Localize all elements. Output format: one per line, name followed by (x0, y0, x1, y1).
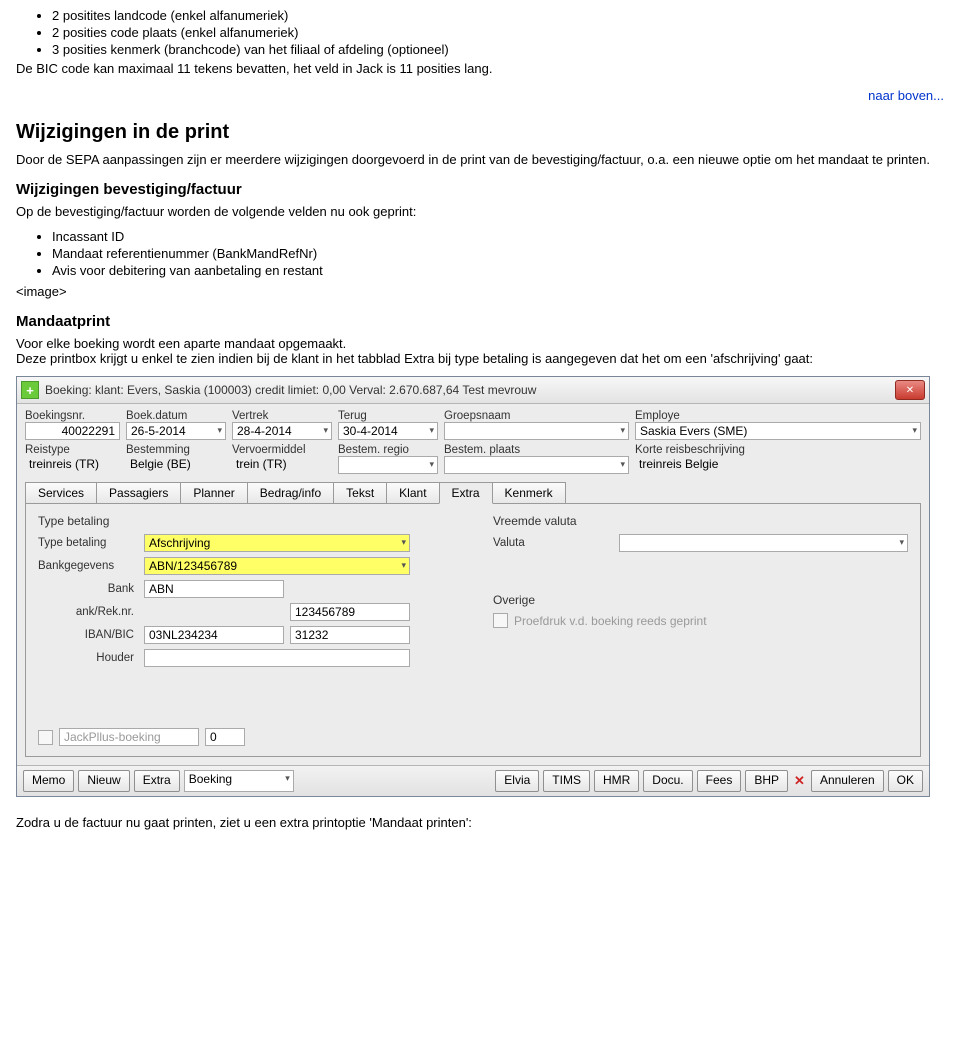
footer-bar: Memo Nieuw Extra Boeking Elvia TIMS HMR … (17, 765, 929, 796)
label-bankgegevens: Bankgegevens (38, 560, 138, 572)
tabstrip: Services Passagiers Planner Bedrag/info … (25, 482, 921, 504)
boekdatum-field[interactable]: 26-5-2014 (126, 422, 226, 440)
x-icon: ✕ (792, 773, 807, 789)
label-employe: Employe (635, 410, 921, 422)
heading-factuur: Wijzigingen bevestiging/factuur (16, 181, 944, 198)
tab-tekst[interactable]: Tekst (333, 482, 387, 504)
korte-field[interactable]: treinreis Belgie (635, 456, 921, 476)
tab-planner[interactable]: Planner (180, 482, 247, 504)
extra-button[interactable]: Extra (134, 770, 180, 792)
reknr-field[interactable]: 123456789 (290, 603, 410, 621)
valuta-field[interactable] (619, 534, 908, 552)
list-item: 2 posities code plaats (enkel alfanumeri… (52, 25, 944, 40)
naar-boven-link[interactable]: naar boven... (868, 88, 944, 103)
label-bank: Bank (38, 583, 138, 595)
intro-paragraph: De BIC code kan maximaal 11 tekens bevat… (16, 61, 944, 76)
iban2-field[interactable]: 31232 (290, 626, 410, 644)
bankgegevens-field[interactable]: ABN/123456789 (144, 557, 410, 575)
boekingsnr-field[interactable]: 40022291 (25, 422, 120, 440)
image-placeholder: <image> (16, 284, 944, 299)
tab-body: Type betaling Type betaling Afschrijving… (25, 503, 921, 757)
bank-field[interactable]: ABN (144, 580, 284, 598)
label-terug: Terug (338, 410, 438, 422)
label-type-betaling: Type betaling (38, 537, 138, 549)
employe-field[interactable]: Saskia Evers (SME) (635, 422, 921, 440)
label-bestemregio: Bestem. regio (338, 444, 438, 456)
tab-bedrag[interactable]: Bedrag/info (247, 482, 334, 504)
group-overige: Overige (493, 593, 908, 607)
add-icon[interactable]: + (21, 381, 39, 399)
annuleren-button[interactable]: Annuleren (811, 770, 884, 792)
reistype-field[interactable]: treinreis (TR) (25, 456, 120, 476)
vervoermiddel-field[interactable]: trein (TR) (232, 456, 332, 476)
boeking-dropdown[interactable]: Boeking (184, 770, 294, 792)
tab-klant[interactable]: Klant (386, 482, 439, 504)
heading-print: Wijzigingen in de print (16, 121, 944, 144)
bestemregio-field[interactable] (338, 456, 438, 474)
tab-services[interactable]: Services (25, 482, 97, 504)
label-vervoermiddel: Vervoermiddel (232, 444, 332, 456)
jackplus-value[interactable]: 0 (205, 728, 245, 746)
footer-line: Zodra u de factuur nu gaat printen, ziet… (16, 815, 944, 830)
group-vreemde: Vreemde valuta (493, 514, 908, 528)
heading-mandaat: Mandaatprint (16, 313, 944, 330)
houder-field[interactable] (144, 649, 410, 667)
titlebar: + Boeking: klant: Evers, Saskia (100003)… (17, 377, 929, 404)
tab-extra[interactable]: Extra (439, 482, 493, 504)
nieuw-button[interactable]: Nieuw (78, 770, 129, 792)
label-iban: IBAN/BIC (38, 629, 138, 641)
iban1-field[interactable]: 03NL234234 (144, 626, 284, 644)
label-boekdatum: Boek.datum (126, 410, 226, 422)
elvia-button[interactable]: Elvia (495, 770, 539, 792)
ok-button[interactable]: OK (888, 770, 923, 792)
vertrek-field[interactable]: 28-4-2014 (232, 422, 332, 440)
list-item: Avis voor debitering van aanbetaling en … (52, 263, 944, 278)
list-item: Mandaat referentienummer (BankMandRefNr) (52, 246, 944, 261)
label-boekingsnr: Boekingsnr. (25, 410, 120, 422)
label-reistype: Reistype (25, 444, 120, 456)
booking-window: + Boeking: klant: Evers, Saskia (100003)… (16, 376, 930, 797)
label-groepsnaam: Groepsnaam (444, 410, 629, 422)
window-title: Boeking: klant: Evers, Saskia (100003) c… (45, 383, 895, 397)
paragraph-factuur: Op de bevestiging/factuur worden de volg… (16, 204, 944, 219)
fees-button[interactable]: Fees (697, 770, 742, 792)
label-vertrek: Vertrek (232, 410, 332, 422)
groepsnaam-field[interactable] (444, 422, 629, 440)
terug-field[interactable]: 30-4-2014 (338, 422, 438, 440)
close-icon[interactable]: ✕ (895, 380, 925, 400)
jackplus-checkbox[interactable] (38, 730, 53, 745)
hmr-button[interactable]: HMR (594, 770, 639, 792)
label-proefdruk: Proefdruk v.d. boeking reeds geprint (514, 614, 707, 628)
label-bestemplaats: Bestem. plaats (444, 444, 629, 456)
factuur-bullets: Incassant ID Mandaat referentienummer (B… (52, 229, 944, 278)
bestemming-field[interactable]: Belgie (BE) (126, 456, 226, 476)
paragraph-mandaat1: Voor elke boeking wordt een aparte manda… (16, 336, 944, 351)
bhp-button[interactable]: BHP (745, 770, 788, 792)
paragraph-mandaat2: Deze printbox krijgt u enkel te zien ind… (16, 351, 944, 366)
tab-passagiers[interactable]: Passagiers (96, 482, 181, 504)
docu-button[interactable]: Docu. (643, 770, 692, 792)
label-valuta: Valuta (493, 537, 613, 549)
jackplus-label: JackPllus-boeking (59, 728, 199, 746)
list-item: 3 posities kenmerk (branchcode) van het … (52, 42, 944, 57)
group-type-betaling: Type betaling (38, 514, 453, 528)
label-houder: Houder (38, 652, 138, 664)
intro-bullets: 2 positites landcode (enkel alfanumeriek… (52, 8, 944, 57)
tims-button[interactable]: TIMS (543, 770, 590, 792)
paragraph-print: Door de SEPA aanpassingen zijn er meerde… (16, 152, 944, 167)
proefdruk-checkbox[interactable] (493, 613, 508, 628)
type-betaling-field[interactable]: Afschrijving (144, 534, 410, 552)
memo-button[interactable]: Memo (23, 770, 74, 792)
label-bestemming: Bestemming (126, 444, 226, 456)
bestemplaats-field[interactable] (444, 456, 629, 474)
label-reknr: ank/Rek.nr. (38, 606, 138, 618)
list-item: Incassant ID (52, 229, 944, 244)
tab-kenmerk[interactable]: Kenmerk (492, 482, 566, 504)
label-korte: Korte reisbeschrijving (635, 444, 921, 456)
list-item: 2 positites landcode (enkel alfanumeriek… (52, 8, 944, 23)
